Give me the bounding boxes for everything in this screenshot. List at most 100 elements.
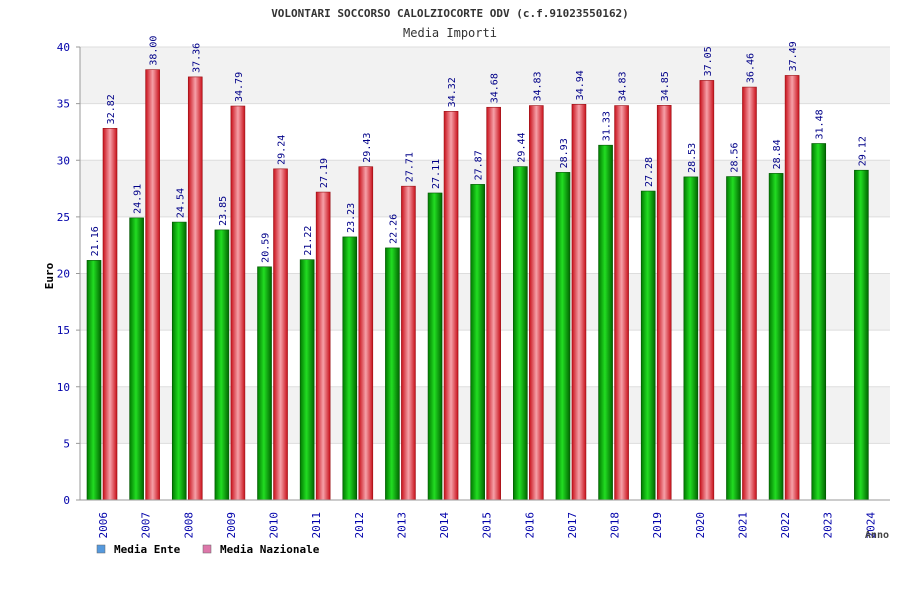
data-label-media-nazionale: 29.43	[362, 133, 373, 163]
legend-label-media-nazionale: Media Nazionale	[220, 543, 320, 556]
data-label-media-ente: 24.54	[175, 188, 186, 218]
bar-media-nazionale	[443, 111, 459, 501]
legend-swatch-media-nazionale	[202, 544, 212, 554]
data-label-media-nazionale: 38.00	[149, 36, 160, 66]
data-label-media-ente: 23.85	[218, 196, 229, 226]
x-tick-label: 2021	[736, 512, 749, 539]
data-label-media-nazionale: 34.79	[234, 72, 245, 102]
bar-media-nazionale	[230, 105, 246, 501]
legend-swatch-media-ente	[96, 544, 106, 554]
x-axis-ticks: 2006 2007 2008 2009 2010 2011 2012 2013 2014 2015…	[97, 512, 877, 539]
data-label-media-ente: 28.56	[729, 142, 740, 172]
data-label-media-nazionale: 34.85	[660, 71, 671, 101]
bar-media-ente	[598, 144, 613, 501]
y-tick-label: 0	[63, 494, 70, 507]
data-label-media-ente: 22.26	[388, 214, 399, 244]
data-label-media-ente: 28.93	[559, 138, 570, 168]
x-tick-label: 2015	[481, 512, 494, 539]
data-label-media-ente: 28.84	[772, 139, 783, 169]
data-label-media-ente: 31.33	[602, 111, 613, 141]
y-axis-ticks: 0 5 10 15 20 25 30 35 40	[57, 41, 80, 507]
data-label-media-nazionale: 34.32	[447, 77, 458, 107]
bar-media-nazionale	[656, 105, 672, 501]
x-tick-label: 2011	[310, 512, 323, 539]
legend: Media Ente Media Nazionale	[96, 543, 320, 556]
bar-media-ente	[470, 184, 485, 501]
x-tick-label: 2012	[353, 512, 366, 539]
bar-media-nazionale	[187, 76, 203, 501]
x-tick-label: 2009	[225, 512, 238, 539]
bar-media-ente	[86, 260, 102, 501]
x-tick-label: 2006	[97, 512, 110, 539]
data-label-media-ente: 27.87	[474, 150, 485, 180]
bar-media-ente	[129, 217, 144, 501]
bar-media-nazionale	[315, 191, 331, 501]
y-tick-label: 20	[57, 268, 70, 281]
data-label-media-nazionale: 34.83	[618, 71, 629, 101]
bar-media-ente	[555, 172, 571, 501]
bar-media-nazionale	[571, 104, 587, 501]
bar-media-ente	[640, 190, 656, 501]
x-tick-label: 2014	[438, 512, 451, 539]
data-label-media-ente: 28.53	[687, 143, 698, 173]
x-tick-label: 2018	[609, 512, 622, 539]
x-tick-label: 2013	[395, 512, 408, 539]
bar-media-ente	[683, 176, 699, 501]
data-label-media-nazionale: 37.05	[703, 46, 714, 76]
bar-media-ente	[726, 176, 741, 501]
data-label-media-ente: 23.23	[346, 203, 357, 233]
bar-media-nazionale	[742, 86, 757, 501]
bar-media-ente	[385, 247, 400, 501]
x-tick-label: 2024	[864, 512, 877, 539]
x-axis-label: Anno	[865, 530, 889, 541]
y-tick-label: 15	[57, 324, 70, 337]
bar-media-ente	[854, 169, 869, 501]
data-label-media-nazionale: 29.24	[277, 135, 288, 165]
bar-media-nazionale	[401, 185, 416, 501]
bar-media-nazionale	[102, 128, 118, 501]
data-label-media-ente: 21.22	[303, 226, 314, 256]
data-label-media-ente: 21.16	[90, 226, 101, 256]
bar-media-ente	[513, 166, 528, 501]
data-label-media-nazionale: 34.94	[575, 70, 586, 100]
bar-media-nazionale	[699, 80, 715, 501]
x-tick-label: 2022	[779, 512, 792, 539]
data-label-media-nazionale: 37.36	[191, 43, 202, 73]
y-tick-label: 5	[63, 437, 70, 450]
data-label-media-ente: 27.28	[644, 157, 655, 187]
data-label-media-nazionale: 32.82	[106, 94, 117, 124]
bar-media-ente	[214, 229, 230, 501]
chart-subtitle: Media Importi	[403, 26, 497, 40]
data-label-media-ente: 31.48	[815, 109, 826, 139]
bar-media-ente	[811, 143, 827, 501]
bar-media-nazionale	[273, 168, 288, 501]
x-tick-label: 2010	[268, 512, 281, 539]
y-tick-label: 25	[57, 211, 70, 224]
x-tick-label: 2019	[651, 512, 664, 539]
bar-media-nazionale	[358, 166, 374, 501]
y-tick-label: 35	[57, 98, 70, 111]
chart-title: VOLONTARI SOCCORSO CALOLZIOCORTE ODV (c.…	[271, 7, 629, 20]
bar-media-ente	[299, 259, 315, 501]
y-tick-label: 10	[57, 381, 70, 394]
data-label-media-nazionale: 27.71	[404, 152, 415, 182]
bar-media-nazionale	[614, 105, 629, 501]
data-label-media-ente: 24.91	[133, 184, 144, 214]
bar-media-nazionale	[486, 106, 501, 501]
bars: 21.16 32.82 24.91 38.00 24.54 37.36 23.85 34.79…	[86, 36, 869, 501]
x-tick-label: 2016	[523, 512, 536, 539]
bar-media-ente	[342, 236, 358, 501]
y-tick-label: 40	[57, 41, 70, 54]
bar-media-ente	[171, 221, 187, 501]
data-label-media-nazionale: 37.49	[788, 41, 799, 71]
bar-media-ente	[257, 266, 272, 501]
y-tick-label: 30	[57, 154, 70, 167]
legend-label-media-ente: Media Ente	[114, 543, 181, 556]
bar-media-nazionale	[145, 69, 160, 501]
data-label-media-ente: 27.11	[431, 159, 442, 189]
x-tick-label: 2007	[140, 512, 153, 539]
x-tick-label: 2008	[182, 512, 195, 539]
data-label-media-ente: 20.59	[261, 233, 272, 263]
data-label-media-nazionale: 34.68	[490, 73, 501, 103]
